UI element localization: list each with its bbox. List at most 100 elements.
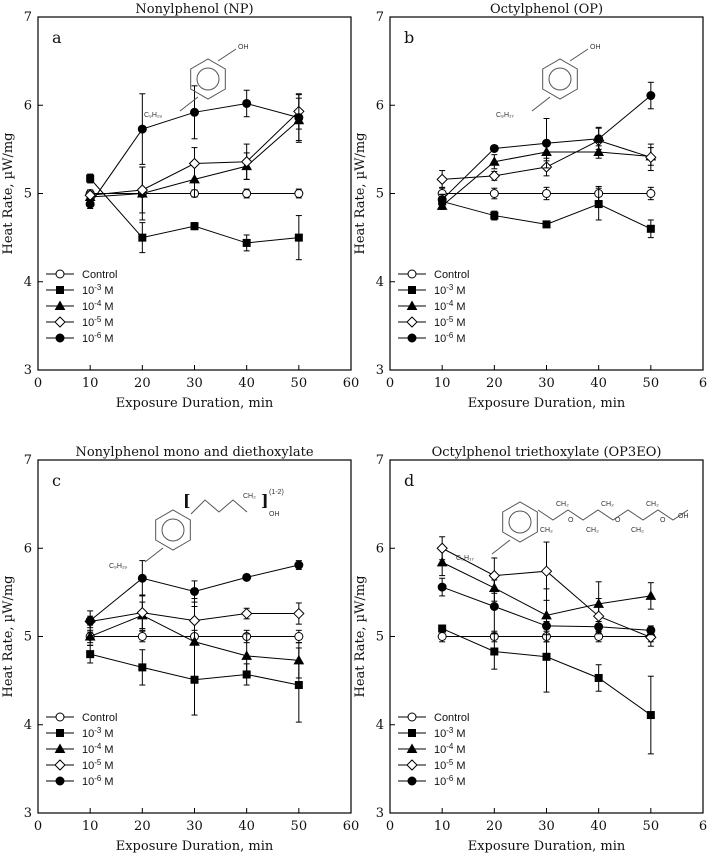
legend-label-unit: M (453, 333, 465, 345)
x-axis-label: Exposure Duration, min (468, 396, 626, 411)
x-tick-label: 20 (134, 376, 151, 391)
y-tick-label: 7 (24, 10, 32, 25)
structure-label: CH₂ (631, 527, 644, 534)
panel-c: Nonylphenol mono and diethoxylate c 0 10 20 3… (1, 445, 359, 854)
data-point (294, 560, 304, 570)
legend-label-base: Control (434, 712, 469, 724)
data-point (242, 238, 251, 247)
legend-label-unit: M (453, 317, 465, 329)
legend-marker (54, 759, 66, 771)
x-tick-label: 6 (699, 819, 707, 834)
bracket-close: ] (261, 491, 269, 510)
structure-label-alkyl: C₉H₁₉ (109, 563, 127, 570)
benzene-ring (542, 58, 578, 100)
data-point (437, 632, 447, 641)
y-tick-label: 6 (376, 98, 384, 113)
aromatic-circle (196, 67, 220, 91)
legend-label-exponent: -6 (94, 774, 102, 783)
data-point (86, 174, 95, 183)
legend-label-base: 10 (434, 301, 446, 313)
benzene-ring (502, 501, 538, 543)
data-point (594, 200, 603, 209)
legend-label-unit: M (101, 317, 113, 329)
data-point (436, 556, 448, 567)
data-point (293, 654, 305, 665)
legend-label-base: 10 (434, 333, 446, 345)
x-tick-label: 30 (538, 819, 555, 834)
legend-label: 10-5 M (82, 758, 114, 773)
panel-a: Nonylphenol (NP) a 0 10 20 30 40 50 60 3 4 5 6 7 Expos… (1, 2, 359, 411)
legend-label-exponent: -6 (446, 331, 454, 340)
benzene-ring (155, 509, 191, 551)
data-point (490, 211, 499, 220)
legend-label-unit: M (101, 301, 113, 313)
x-tick-label: 0 (386, 819, 394, 834)
structure-label: CH₂ (556, 501, 569, 508)
y-axis-label: Heat Rate, µW/mg (353, 576, 368, 698)
data-point (489, 189, 499, 198)
data-point (646, 711, 655, 720)
legend-label-exponent: -3 (446, 726, 454, 735)
series-4 (85, 85, 304, 210)
alkyl-bond (179, 96, 199, 112)
x-tick-label: 50 (643, 376, 660, 391)
data-point (489, 143, 499, 153)
x-tick-label: 40 (238, 819, 255, 834)
series-1 (438, 620, 655, 755)
x-tick-label: 40 (238, 376, 255, 391)
legend-marker (406, 316, 418, 328)
legend-label: 10-6 M (82, 774, 114, 789)
legend-label-base: Control (434, 269, 469, 281)
structure-label: CH₂ (646, 501, 659, 508)
data-point (488, 569, 501, 582)
data-point (242, 572, 252, 582)
legend-marker (408, 286, 416, 294)
legend-label-base: 10 (82, 728, 94, 740)
y-tick-label: 3 (24, 806, 32, 821)
structure-label: O (660, 517, 666, 524)
data-point (242, 98, 252, 108)
hydroxyl-bond (569, 48, 589, 62)
y-tick-label: 5 (376, 630, 384, 645)
x-tick-label: 50 (643, 819, 660, 834)
series-4 (437, 577, 656, 636)
legend-label: Control (434, 712, 469, 724)
data-point (542, 652, 551, 661)
structure-label-repeat: (1-2) (269, 489, 284, 496)
alkyl-bond (144, 547, 164, 563)
legend-label-unit: M (101, 744, 113, 756)
x-tick-label: 60 (343, 376, 360, 391)
x-axis-label: Exposure Duration, min (468, 839, 626, 854)
aromatic-circle (548, 67, 572, 91)
legend-label-base: 10 (434, 760, 446, 772)
x-tick-label: 10 (434, 376, 451, 391)
legend-label: 10-4 M (82, 299, 114, 314)
panel-title: Nonylphenol mono and diethoxylate (75, 445, 313, 460)
y-tick-label: 6 (24, 541, 32, 556)
data-point (190, 222, 199, 231)
legend-label-base: 10 (434, 776, 446, 788)
data-point (241, 650, 253, 660)
legend-label-exponent: -4 (446, 299, 454, 308)
legend-label-unit: M (101, 728, 113, 740)
data-point (138, 233, 147, 242)
benzene-ring (190, 58, 226, 100)
chemical-structure: [] (1-2) OH C₉H₁₉ CH₂ (109, 489, 284, 570)
legend-label-exponent: -3 (94, 283, 102, 292)
legend-label: 10-3 M (82, 283, 114, 298)
data-point (540, 565, 553, 577)
data-point (594, 622, 604, 632)
legend-label-base: 10 (434, 744, 446, 756)
ethoxy-chain (537, 509, 689, 521)
legend-label-base: 10 (82, 776, 94, 788)
legend-marker (56, 729, 64, 737)
legend-label: 10-6 M (82, 331, 114, 346)
y-tick-label: 7 (376, 453, 384, 468)
y-tick-label: 7 (376, 10, 384, 25)
x-axis-label: Exposure Duration, min (116, 396, 274, 411)
data-point (85, 616, 95, 626)
legend-marker (407, 269, 417, 279)
data-point (138, 663, 147, 672)
